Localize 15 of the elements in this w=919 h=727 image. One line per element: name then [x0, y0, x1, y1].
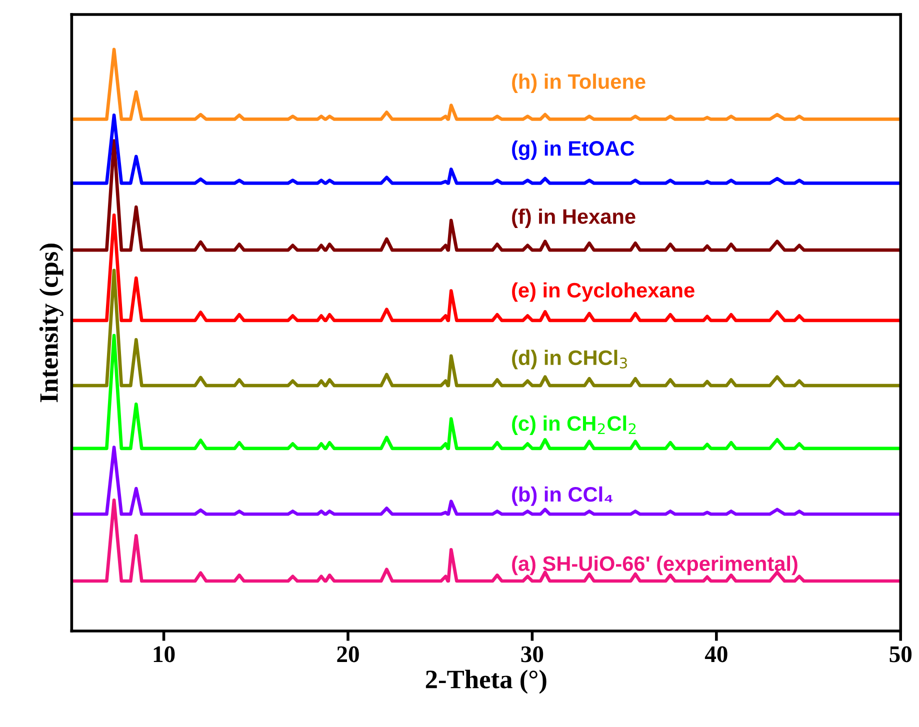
x-tick-label: 30: [521, 646, 544, 662]
series-label: (b) in CCl₄: [512, 486, 613, 506]
series-label: (h) in Toluene: [512, 74, 646, 94]
x-tick-label: 40: [704, 646, 728, 662]
x-axis-title: 2-Theta (°): [426, 670, 546, 694]
series-label: (a) SH-UiO-66' (experimental): [512, 556, 798, 576]
series-label: (d) in CHCl$_{3}$: [512, 350, 627, 370]
y-axis-title: Intensity (cps): [39, 244, 64, 402]
series-label: (e) in Cyclohexane: [512, 282, 694, 302]
series-label: (g) in EtOAC: [512, 140, 634, 160]
x-tick-label: 10: [154, 646, 175, 662]
series-label: (c) in CH$_{2}$Cl$_{2}$: [512, 416, 636, 435]
x-tick-label: 50: [890, 646, 912, 662]
series-label: (f) in Hexane: [512, 208, 636, 228]
x-tick-label: 20: [337, 646, 359, 662]
